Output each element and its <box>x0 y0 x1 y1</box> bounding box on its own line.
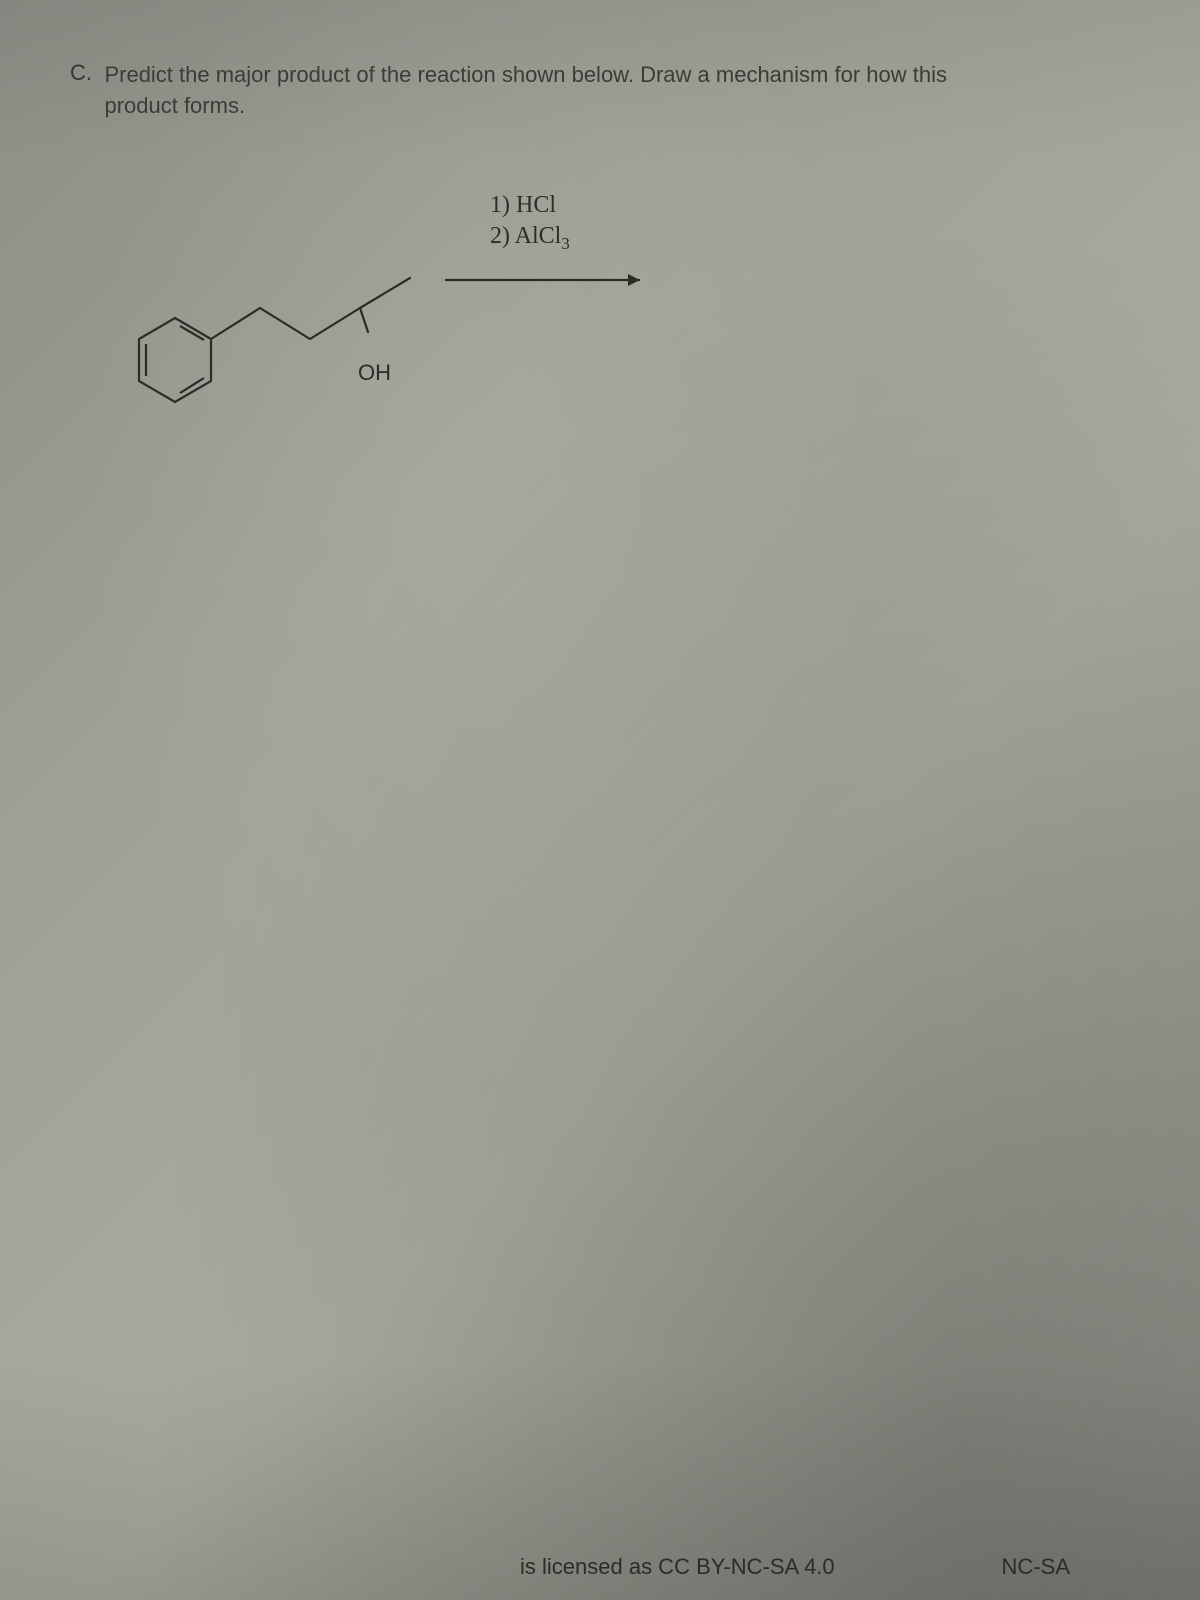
reaction-scheme: OH 1) HCl 2) AlCl3 <box>120 180 820 440</box>
license-text-right: NC-SA <box>1002 1554 1070 1580</box>
question-label: C. <box>70 60 100 86</box>
page-root: C. Predict the major product of the reac… <box>0 0 1200 1600</box>
starting-material: OH <box>120 210 440 445</box>
license-text-left: is licensed as CC BY-NC-SA 4.0 <box>520 1554 835 1580</box>
molecule-svg <box>120 210 440 440</box>
hydroxyl-label: OH <box>358 360 391 386</box>
benzene-ring-icon <box>139 318 211 402</box>
reagents-block: 1) HCl 2) AlCl3 <box>490 190 570 255</box>
reagent-line-2-sub: 3 <box>561 234 569 253</box>
alkyl-chain <box>211 278 410 339</box>
reaction-arrow-icon <box>440 265 660 300</box>
reagent-line-2-prefix: 2) AlCl <box>490 223 561 249</box>
question-block: C. Predict the major product of the reac… <box>70 60 1150 122</box>
question-text-line1: Predict the major product of the reactio… <box>104 62 947 87</box>
question-text: Predict the major product of the reactio… <box>104 60 1134 122</box>
reagent-line-2: 2) AlCl3 <box>490 221 570 255</box>
reagent-line-1: 1) HCl <box>490 190 570 221</box>
question-text-line2: product forms. <box>104 93 245 118</box>
